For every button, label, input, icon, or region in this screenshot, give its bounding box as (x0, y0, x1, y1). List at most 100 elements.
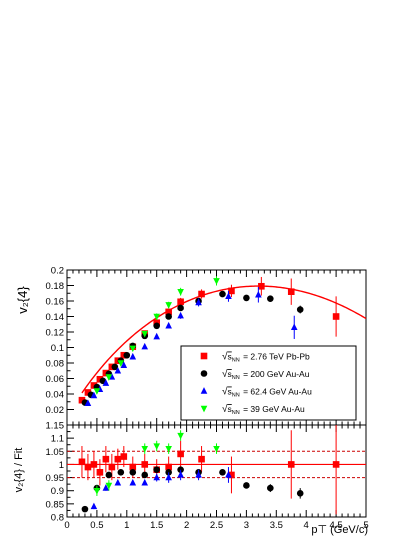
y-tick-label: 1.15 (46, 421, 65, 432)
top-panel: 0.02 0.04 0.06 0.08 0.1 0.12 0.14 0.16 0.18 0.2 (46, 266, 367, 426)
x-tick-label: 1.5 (150, 520, 163, 531)
x-tick-label: 0.5 (90, 520, 103, 531)
series-triangle-down (93, 430, 220, 496)
data-point (332, 313, 340, 320)
data-point (198, 455, 205, 463)
data-point (90, 502, 98, 510)
data-point (129, 345, 137, 353)
data-point (129, 478, 137, 486)
y-tick-label: 0.14 (46, 312, 65, 323)
x-tick-label: 3 (244, 520, 249, 531)
data-point (81, 505, 89, 513)
data-point (153, 473, 160, 481)
y-tick-label: 0.18 (46, 281, 65, 292)
data-point (141, 461, 149, 468)
data-point (165, 308, 172, 316)
data-point (213, 278, 220, 285)
data-point (120, 361, 128, 369)
data-point (78, 458, 86, 466)
data-point (93, 488, 101, 495)
data-point (255, 290, 262, 298)
data-point (267, 484, 274, 492)
data-point (153, 332, 160, 340)
series-triangle-up (84, 287, 298, 406)
data-point (114, 366, 122, 374)
data-point (225, 292, 232, 300)
data-point (105, 471, 113, 479)
legend-entry-label: √sNN = 62.4 GeV Au-Au (222, 386, 312, 399)
data-point (198, 290, 205, 298)
x-tick-label: 4.5 (329, 520, 342, 531)
data-point (258, 282, 265, 290)
data-point (102, 484, 110, 491)
y-tick-label: 1.05 (46, 447, 65, 458)
data-point (287, 288, 295, 295)
x-tick-label: 2.5 (210, 520, 223, 531)
data-point (153, 466, 160, 473)
data-point (153, 313, 160, 321)
data-point (177, 289, 184, 296)
legend-entry-label: √sNN = 39 GeV Au-Au (222, 403, 305, 416)
legend-box (180, 345, 357, 421)
data-point (228, 471, 235, 479)
bottom-y-axis-title: v₂{4} / Fit (13, 448, 25, 493)
y-tick-label: 0.2 (51, 266, 64, 277)
x-tick-label: 4 (304, 520, 309, 531)
data-point (290, 323, 298, 331)
y-tick-label: 0.06 (46, 374, 65, 385)
data-point (165, 473, 172, 481)
data-point (90, 461, 98, 468)
y-tick-label: 1 (59, 460, 64, 471)
legend-entry-label: √sNN = 200 GeV Au-Au (222, 368, 310, 381)
data-point (200, 387, 208, 394)
data-point (165, 321, 172, 329)
data-point (225, 471, 232, 478)
data-point (200, 370, 208, 377)
data-point (228, 287, 235, 295)
data-point (200, 352, 208, 360)
y-tick-label: 0.04 (46, 390, 65, 401)
data-point (114, 478, 122, 486)
data-point (141, 471, 149, 479)
data-point (117, 469, 125, 476)
data-point (200, 405, 208, 413)
data-point (243, 482, 250, 489)
x-tick-label: 5 (363, 520, 368, 531)
data-point (96, 469, 104, 476)
data-point (84, 389, 92, 396)
y-tick-label: 0.95 (46, 473, 65, 484)
x-tick-label: 2 (184, 520, 189, 531)
series-triangle-down (93, 276, 220, 395)
data-point (177, 471, 184, 478)
data-point (114, 455, 122, 463)
y-tick-label: 0.1 (51, 343, 64, 354)
data-point (213, 445, 220, 453)
fit-curve (81, 285, 367, 394)
x-tick-label: 1 (124, 520, 129, 531)
data-point (111, 363, 119, 371)
data-point (195, 471, 202, 478)
data-point (84, 463, 92, 471)
data-point (90, 382, 98, 389)
y-tick-label: 0.85 (46, 499, 65, 510)
data-point (219, 469, 226, 476)
data-point (84, 399, 92, 406)
data-point (267, 295, 274, 302)
data-point (165, 445, 172, 453)
data-point (177, 432, 184, 440)
x-tick-label: 3.5 (270, 520, 283, 531)
data-point (129, 352, 137, 360)
data-point (165, 463, 172, 471)
data-point (141, 330, 149, 338)
data-point (141, 478, 149, 486)
y-tick-label: 0.8 (51, 513, 64, 524)
data-point (332, 461, 340, 468)
data-point (287, 461, 295, 468)
data-point (243, 294, 250, 302)
data-point (141, 342, 149, 350)
data-point (296, 490, 304, 497)
x-tick-label: 0 (64, 520, 69, 531)
data-point (165, 313, 172, 320)
data-point (195, 298, 202, 306)
